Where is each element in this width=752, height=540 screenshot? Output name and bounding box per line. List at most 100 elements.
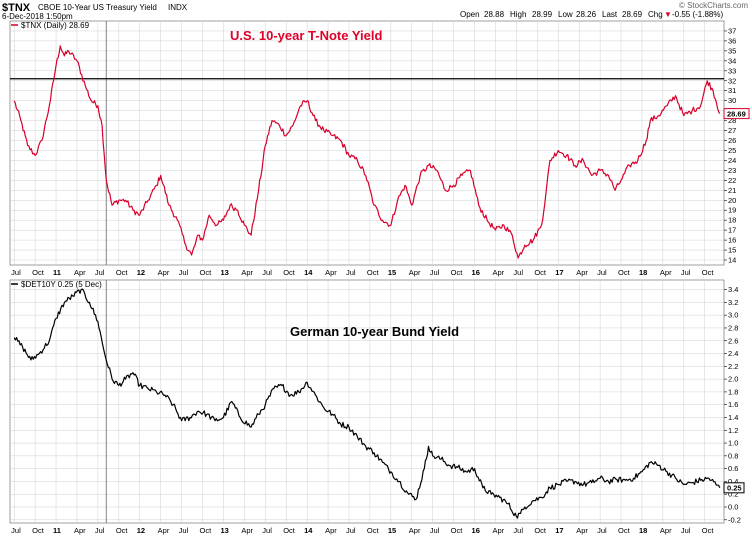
x-tick-label: Apr (74, 268, 86, 277)
y-tick-label: 21 (728, 186, 736, 195)
bottom-panel-frame (9, 279, 725, 524)
open-label: Open (460, 10, 480, 19)
top-panel-frame (9, 20, 725, 266)
y-tick-label: 32 (728, 76, 736, 85)
y-tick-label: 23 (728, 166, 736, 175)
y-tick-label: 35 (728, 46, 736, 55)
x-tick-label: Oct (534, 526, 547, 535)
y-tick-label: 3.0 (728, 311, 738, 320)
header-quote: Open 28.88 High 28.99 Low 28.26 Last 28.… (460, 10, 723, 19)
x-tick-label: Apr (241, 526, 253, 535)
x-tick-label: Jul (95, 526, 105, 535)
x-tick-label: Oct (200, 526, 213, 535)
x-tick-label: Jul (430, 268, 440, 277)
x-tick-label: 11 (53, 526, 61, 535)
y-tick-label: 2.0 (728, 375, 738, 384)
bottom-x-axis: Jul Oct 11 Apr Jul Oct 12 Apr Jul Oct 13 Apr Jul Oct 1… (11, 526, 714, 535)
y-tick-label: 19 (728, 206, 736, 215)
x-tick-label: Oct (200, 268, 213, 277)
top-y-axis: 1415161718192021222324252627282930313233… (724, 26, 736, 265)
y-tick-label: 3.4 (728, 285, 738, 294)
low-label: Low (558, 10, 573, 19)
high-label: High (510, 10, 526, 19)
x-tick-label: Jul (346, 268, 356, 277)
x-tick-label: Apr (409, 526, 421, 535)
x-tick-label: Oct (702, 526, 715, 535)
y-tick-label: 0.8 (728, 451, 738, 460)
header-exchange: INDX (168, 3, 188, 12)
series-line (13, 288, 721, 519)
x-tick-label: Oct (32, 268, 45, 277)
x-tick-label: Apr (158, 526, 170, 535)
bottom-legend: $DET10Y 0.25 (5 Dec) (11, 280, 102, 289)
y-tick-label: 24 (728, 156, 736, 165)
bottom-last-value-label: 0.25 (727, 484, 742, 493)
y-tick-label: 1.8 (728, 387, 738, 396)
top-panel-grid (10, 21, 724, 265)
x-tick-label: Apr (325, 526, 337, 535)
x-tick-label: Jul (430, 526, 440, 535)
x-tick-label: Apr (576, 268, 588, 277)
x-tick-label: 15 (388, 268, 396, 277)
bottom-annotation: German 10-year Bund Yield (290, 324, 459, 339)
watermark: © StockCharts.com (679, 1, 748, 10)
y-tick-label: 27 (728, 126, 736, 135)
x-tick-label: Apr (660, 268, 672, 277)
x-tick-label: Oct (32, 526, 45, 535)
x-tick-label: Apr (325, 268, 337, 277)
x-tick-label: Jul (11, 268, 21, 277)
header-date: 6-Dec-2018 1:50pm (2, 12, 73, 21)
x-tick-label: 13 (220, 268, 228, 277)
top-x-axis: Jul Oct 11 Apr Jul Oct 12 Apr Jul Oct 13 Apr Jul Oct 1… (11, 268, 714, 277)
x-tick-label: Jul (681, 526, 691, 535)
bottom-series-group (13, 288, 721, 519)
y-tick-label: 33 (728, 66, 736, 75)
y-tick-label: 0.0 (728, 503, 738, 512)
x-tick-label: 17 (555, 268, 563, 277)
x-tick-label: Apr (158, 268, 170, 277)
y-tick-label: 0.2 (728, 490, 738, 499)
x-tick-label: Oct (116, 526, 129, 535)
y-tick-label: 15 (728, 246, 736, 255)
y-tick-label: 1.2 (728, 426, 738, 435)
top-series-group (13, 45, 721, 259)
top-last-value-label: 28.69 (727, 109, 746, 118)
bottom-last-value-box (723, 482, 745, 494)
header-description: CBOE 10-Year US Treasury Yield (38, 3, 157, 12)
top-last-value-box (723, 108, 750, 120)
y-tick-label: 34 (728, 56, 736, 65)
x-tick-label: 11 (53, 268, 61, 277)
y-tick-label: 0.4 (728, 477, 738, 486)
y-tick-label: 2.8 (728, 323, 738, 332)
x-tick-label: Jul (346, 526, 356, 535)
x-tick-label: 17 (555, 526, 563, 535)
chg-arrow-icon: ▼ (664, 10, 672, 19)
chg-value: -0.55 (-1.88%) (672, 10, 723, 19)
x-tick-label: Apr (492, 526, 504, 535)
x-tick-label: 15 (388, 526, 396, 535)
x-tick-label: 16 (472, 268, 480, 277)
x-tick-label: Oct (283, 268, 296, 277)
series-line (13, 45, 721, 259)
chg-label: Chg (648, 10, 663, 19)
x-tick-label: Jul (95, 268, 105, 277)
x-tick-label: Jul (681, 268, 691, 277)
x-tick-label: Apr (492, 268, 504, 277)
x-tick-label: Apr (576, 526, 588, 535)
y-tick-label: 25 (728, 146, 736, 155)
y-tick-label: 14 (728, 256, 736, 265)
y-tick-label: 2.2 (728, 362, 738, 371)
x-tick-label: 14 (304, 268, 313, 277)
x-tick-label: Jul (513, 268, 523, 277)
x-tick-label: 12 (137, 526, 145, 535)
y-tick-label: -0.2 (728, 515, 741, 524)
x-tick-label: Jul (179, 268, 189, 277)
y-tick-label: 28 (728, 116, 736, 125)
y-tick-label: 37 (728, 26, 736, 35)
bottom-panel-grid (10, 280, 724, 523)
low-value: 28.26 (576, 10, 597, 19)
y-tick-label: 30 (728, 96, 736, 105)
bottom-last-value-marker: 0.25 (723, 482, 745, 494)
header-symbol: $TNX (2, 2, 31, 14)
y-tick-label: 16 (728, 236, 736, 245)
